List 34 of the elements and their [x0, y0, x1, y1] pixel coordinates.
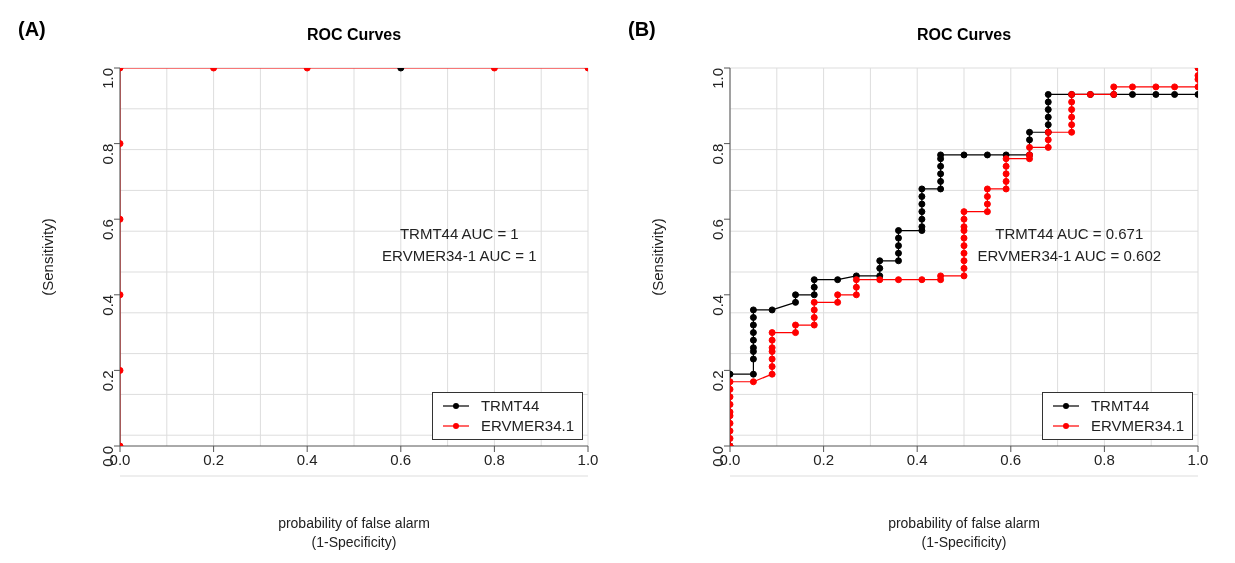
y-axis-title: (Sensitivity) [649, 218, 667, 296]
y-tick-label: 0.2 [709, 370, 727, 392]
y-tick-label: 0.8 [709, 143, 727, 165]
y-tick-label: 0.4 [709, 294, 727, 316]
y-tick-label: 1.0 [709, 68, 727, 89]
legend-label: ERVMER34.1 [480, 416, 574, 436]
chart-title: ROC Curves [915, 26, 1013, 44]
y-axis-title: (Sensitivity) [39, 218, 57, 296]
x-tick-label: 0.6 [1000, 450, 1022, 468]
x-axis-title: probability of false alarm (1-Specificity) [277, 514, 431, 552]
y-tick-label: 0.2 [99, 370, 117, 392]
x-tick-label: 1.0 [1187, 450, 1209, 468]
text: (B) [628, 18, 656, 41]
chart-title: ROC Curves [305, 26, 403, 44]
x-tick-label: 0.6 [390, 450, 412, 468]
y-tick-label: 0.4 [99, 294, 117, 316]
x-tick-label: 0.8 [483, 450, 505, 468]
annotation: TRMT44 AUC = 1 ERVMER34-1 AUC = 1 [381, 224, 538, 267]
y-tick-label: 1.0 [99, 68, 117, 89]
x-tick-label: 0.4 [906, 450, 928, 468]
text: (A) [18, 18, 46, 41]
x-tick-label: 1.0 [577, 450, 599, 468]
y-tick-label: 0.8 [99, 143, 117, 165]
x-tick-label: 0.2 [813, 450, 835, 468]
annotation: TRMT44 AUC = 0.671 ERVMER34-1 AUC = 0.602 [976, 224, 1163, 267]
legend-label: TRMT44 [1090, 396, 1150, 416]
legend-label: TRMT44 [480, 396, 540, 416]
x-axis-title: probability of false alarm (1-Specificity) [887, 514, 1041, 552]
y-tick-label: 0.6 [99, 219, 117, 241]
legend-label: ERVMER34.1 [1090, 416, 1184, 436]
y-tick-label: 0.6 [709, 219, 727, 241]
x-tick-label: 0.8 [1093, 450, 1115, 468]
x-tick-label: 0.4 [296, 450, 318, 468]
x-tick-label: 0.2 [203, 450, 225, 468]
